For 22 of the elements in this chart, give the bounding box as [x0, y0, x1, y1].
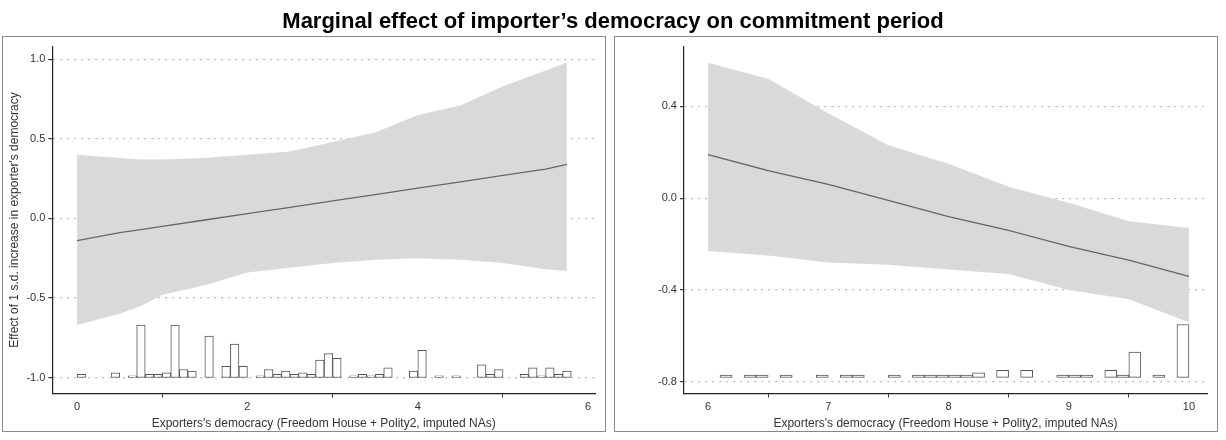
y-tick-label: -1.0 [26, 370, 46, 383]
x-tick-label: 6 [585, 400, 592, 413]
y-tick-label: 0.4 [661, 99, 677, 112]
x-axis-title: Exporters's democracy (Freedom House + Polity2, imputed NAs) [151, 416, 496, 431]
y-tick-label: -0.4 [657, 283, 677, 296]
y-tick-label: 1.0 [30, 52, 46, 65]
x-tick-label: 4 [414, 400, 421, 413]
y-axis-title: Effect of 1 s.d. increase in exporter's democracy [6, 92, 21, 348]
x-tick-label: 9 [1065, 400, 1072, 413]
y-tick-label: -0.5 [26, 290, 46, 303]
x-tick-label: 8 [945, 400, 952, 413]
x-tick-label: 7 [825, 400, 832, 413]
x-tick-label: 0 [74, 400, 81, 413]
x-tick-label: 6 [704, 400, 712, 413]
x-tick-label: 10 [1182, 400, 1196, 413]
y-tick-label: 0.0 [30, 211, 46, 224]
y-tick-label: -0.8 [657, 374, 677, 387]
x-tick-label: 2 [244, 400, 251, 413]
y-tick-label: 0.0 [661, 191, 677, 204]
x-axis-title: Exporters's democracy (Freedom House + Polity2, imputed NAs) [773, 416, 1118, 431]
chart-title: Marginal effect of importer’s democracy on commitment period [281, 7, 945, 35]
y-tick-label: 0.5 [30, 131, 46, 144]
